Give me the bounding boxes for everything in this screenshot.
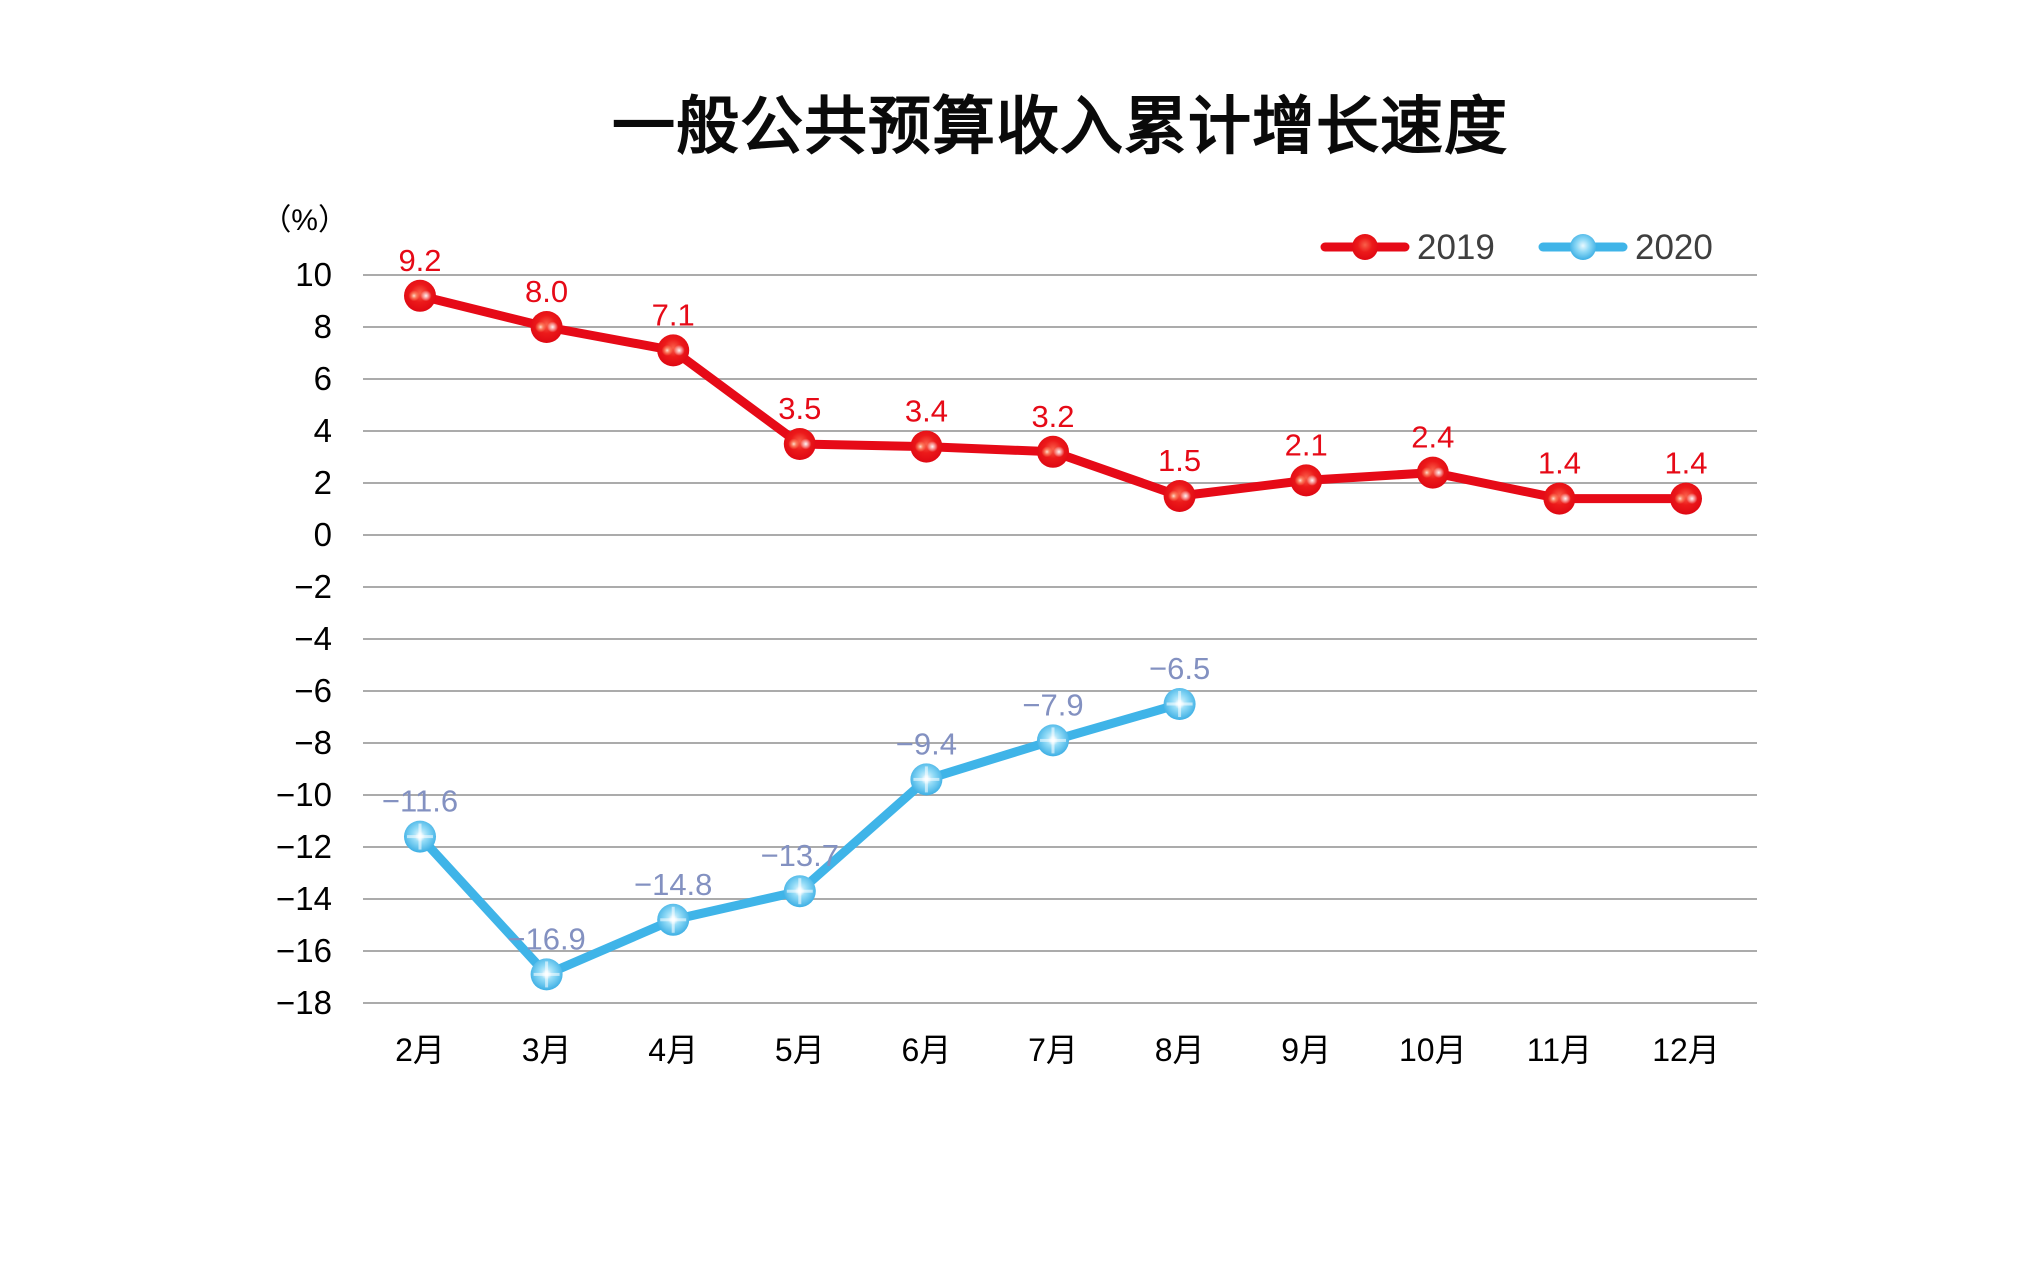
x-tick-label: 10月	[1399, 1032, 1467, 1068]
legend-item-2019: 2019	[1320, 228, 1495, 267]
y-tick-label: −8	[294, 724, 332, 761]
y-tick-label: −14	[276, 880, 332, 917]
y-tick-label: −2	[294, 568, 332, 605]
x-tick-label: 6月	[901, 1032, 951, 1068]
data-point-label: −14.8	[634, 867, 712, 902]
data-point-label: 3.5	[778, 391, 821, 426]
data-point-label: 1.4	[1664, 446, 1707, 481]
data-point-marker	[404, 279, 436, 312]
y-tick-label: 6	[314, 360, 332, 397]
data-point-marker	[1163, 688, 1196, 720]
x-tick-label: 8月	[1155, 1032, 1205, 1068]
y-tick-label: −18	[276, 984, 332, 1021]
data-point-label: −13.7	[761, 838, 839, 873]
x-tick-label: 9月	[1281, 1032, 1331, 1068]
data-point-label: 3.2	[1031, 399, 1074, 434]
x-tick-label: 7月	[1028, 1032, 1078, 1068]
y-axis-unit-label: （%）	[261, 204, 348, 237]
data-point-label: 9.2	[398, 243, 441, 278]
x-tick-label: 12月	[1652, 1032, 1720, 1068]
data-point-marker	[1037, 724, 1069, 757]
legend-marker-icon	[1352, 234, 1378, 260]
legend-marker-icon	[1570, 234, 1596, 260]
chart-title: 一般公共预算收入累计增长速度	[612, 89, 1508, 163]
data-point-label: 2.1	[1285, 427, 1328, 462]
y-tick-label: −6	[294, 672, 332, 709]
data-point-marker	[1163, 480, 1196, 512]
data-point-marker	[1037, 435, 1069, 468]
data-point-label: 1.4	[1538, 446, 1581, 481]
x-tick-label: 2月	[395, 1032, 445, 1068]
y-tick-label: 10	[295, 256, 332, 293]
y-tick-label: −16	[276, 932, 332, 969]
data-point-marker	[530, 958, 563, 991]
legend-item-2020: 2020	[1538, 228, 1713, 267]
data-point-marker	[1416, 456, 1449, 489]
data-point-marker	[657, 903, 690, 936]
data-point-label: −7.9	[1022, 687, 1083, 722]
data-point-marker	[783, 875, 816, 908]
x-tick-label: 11月	[1527, 1032, 1592, 1068]
legend-label: 2020	[1635, 228, 1713, 267]
y-tick-label: −12	[276, 828, 332, 865]
x-tick-label: 4月	[648, 1032, 698, 1068]
data-point-marker	[530, 311, 563, 343]
data-point-label: 1.5	[1158, 443, 1201, 478]
y-tick-label: −4	[294, 620, 332, 657]
legend-label: 2019	[1417, 228, 1495, 267]
y-tick-label: 0	[314, 516, 332, 553]
data-point-marker	[657, 334, 690, 367]
data-point-label: −11.6	[382, 784, 458, 819]
data-point-label: 2.4	[1411, 420, 1454, 455]
data-point-marker	[404, 820, 436, 853]
data-point-marker	[1670, 482, 1702, 515]
data-point-label: −9.4	[896, 726, 957, 761]
y-tick-label: 2	[314, 464, 332, 501]
data-point-marker	[783, 428, 816, 460]
data-point-label: 7.1	[652, 297, 695, 332]
data-point-marker	[1290, 464, 1323, 497]
data-point-label: 3.4	[905, 394, 948, 429]
x-tick-label: 3月	[522, 1032, 572, 1068]
x-tick-label: 5月	[775, 1032, 825, 1068]
data-point-label: −16.9	[507, 921, 585, 956]
data-point-marker	[1543, 482, 1576, 515]
y-tick-label: 4	[314, 412, 332, 449]
data-point-marker	[910, 763, 943, 796]
data-point-marker	[910, 430, 943, 463]
data-point-label: −6.5	[1149, 651, 1210, 686]
y-tick-label: 8	[314, 308, 332, 345]
data-point-label: 8.0	[525, 274, 568, 309]
y-tick-label: −10	[276, 776, 332, 813]
